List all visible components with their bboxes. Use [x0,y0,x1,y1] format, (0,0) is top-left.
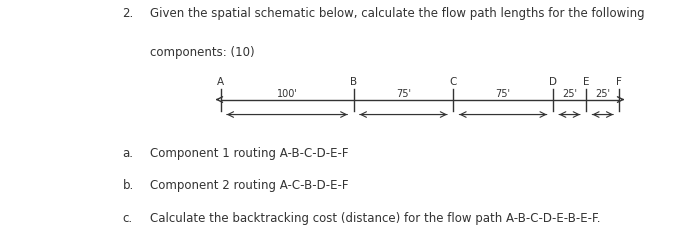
Text: A: A [217,76,224,86]
Text: Calculate the backtracking cost (distance) for the flow path A-B-C-D-E-B-E-F.: Calculate the backtracking cost (distanc… [150,211,601,224]
Text: C: C [449,76,457,86]
Text: Component 2 routing A-C-B-D-E-F: Component 2 routing A-C-B-D-E-F [150,179,349,192]
Text: 75': 75' [496,88,510,98]
Text: 75': 75' [396,88,411,98]
Text: 25': 25' [562,88,577,98]
Text: D: D [549,76,557,86]
Text: components: (10): components: (10) [150,46,255,59]
Text: a.: a. [122,147,134,160]
Text: b.: b. [122,179,134,192]
Text: B: B [350,76,357,86]
Text: c.: c. [122,211,132,224]
Text: E: E [583,76,589,86]
Text: F: F [617,76,622,86]
Text: 25': 25' [595,88,610,98]
Text: Component 1 routing A-B-C-D-E-F: Component 1 routing A-B-C-D-E-F [150,147,349,160]
Text: 2.: 2. [122,7,134,20]
Text: Given the spatial schematic below, calculate the flow path lengths for the follo: Given the spatial schematic below, calcu… [150,7,645,20]
Text: 100': 100' [276,88,298,98]
